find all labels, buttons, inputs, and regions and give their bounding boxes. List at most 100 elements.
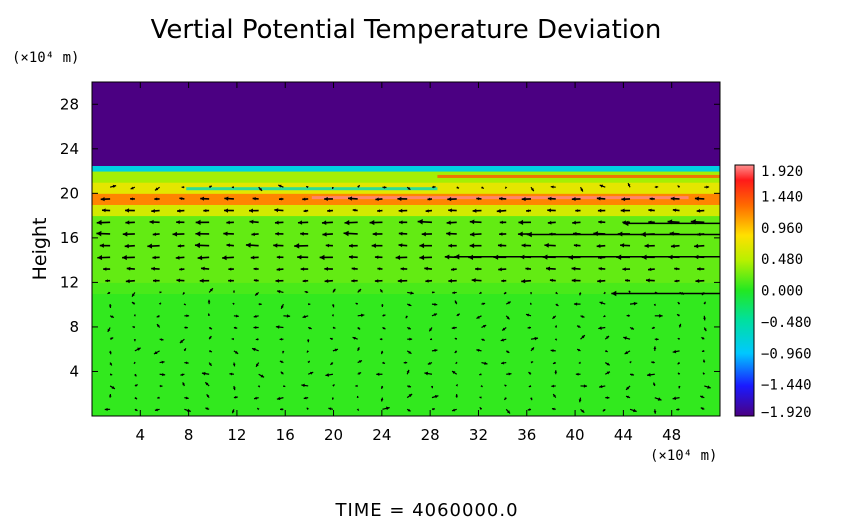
wind-arrow: [306, 350, 310, 353]
wind-arrow: [611, 290, 720, 297]
wind-arrow: [199, 278, 210, 283]
wind-arrow: [274, 220, 284, 225]
wind-arrow: [224, 196, 234, 201]
x-tick-label: 20: [324, 426, 343, 444]
wind-arrow: [654, 313, 663, 318]
wind-arrow: [305, 185, 309, 189]
wind-arrow: [303, 396, 309, 400]
wind-arrow: [521, 196, 532, 202]
wind-arrow: [406, 393, 413, 399]
wind-arrow: [125, 208, 135, 213]
wind-arrow: [205, 407, 210, 411]
wind-arrow: [481, 324, 487, 329]
wind-arrow: [678, 323, 682, 328]
wind-arrow: [521, 278, 532, 284]
wind-arrow: [222, 255, 234, 261]
wind-arrow: [602, 408, 606, 412]
wind-arrow: [107, 327, 111, 333]
y-tick-label: 28: [60, 95, 79, 113]
wind-arrow: [694, 243, 705, 249]
wind-arrow: [521, 243, 532, 248]
wind-arrow: [419, 255, 432, 261]
wind-arrow: [653, 382, 656, 387]
wind-arrow: [677, 337, 681, 341]
wind-arrow: [255, 362, 260, 368]
wind-arrow: [351, 267, 358, 271]
wind-arrow: [206, 394, 210, 398]
wind-arrow: [597, 279, 606, 284]
wind-arrow: [297, 254, 309, 260]
x-tick-label: 28: [421, 426, 440, 444]
wind-arrow: [419, 243, 432, 249]
wind-arrow: [344, 220, 358, 226]
wind-arrow: [406, 303, 412, 307]
wind-arrow: [152, 255, 160, 260]
wind-arrow: [133, 339, 136, 342]
wind-arrow: [134, 347, 141, 352]
wind-arrow: [471, 278, 482, 283]
wind-arrow: [629, 361, 632, 364]
wind-arrow: [231, 186, 234, 189]
wind-vectors: [96, 182, 720, 414]
wind-arrow: [547, 196, 556, 201]
wind-arrow: [552, 315, 557, 320]
wind-arrow: [481, 338, 485, 341]
wind-arrow: [256, 407, 260, 411]
wind-arrow: [501, 279, 507, 283]
wind-arrow: [504, 384, 507, 387]
wind-arrow: [327, 209, 333, 213]
wind-arrow: [204, 381, 210, 387]
wind-arrow: [704, 185, 710, 189]
x-tick-label: 36: [517, 426, 536, 444]
wind-arrow: [603, 291, 607, 295]
wind-arrow: [549, 278, 556, 283]
wind-arrow: [245, 242, 259, 248]
wind-arrow: [530, 397, 533, 401]
wind-arrow: [208, 335, 212, 340]
wind-arrow: [481, 361, 488, 365]
y-tick-label: 20: [60, 184, 79, 202]
wind-arrow: [454, 300, 458, 305]
wind-arrow: [654, 185, 659, 189]
wind-arrow: [527, 326, 532, 329]
wind-arrow: [699, 395, 705, 399]
wind-arrow: [405, 315, 408, 319]
wind-arrow: [450, 267, 457, 271]
x-ticks: 4 8 12 16 20 24 28 32 36 40 44 48: [136, 82, 681, 444]
wind-arrow: [177, 244, 185, 248]
wind-arrow: [233, 350, 239, 355]
wind-arrow: [283, 314, 291, 318]
wind-arrow: [598, 266, 606, 271]
wind-arrow: [653, 346, 657, 351]
wind-arrow: [278, 197, 284, 201]
wind-arrow: [651, 361, 655, 364]
wind-arrow: [644, 243, 655, 249]
wind-arrow: [580, 315, 585, 318]
wind-arrow: [382, 406, 390, 411]
wind-arrow: [455, 384, 458, 387]
wind-arrow: [351, 279, 358, 283]
wind-arrow: [382, 361, 386, 365]
wind-arrow: [578, 397, 582, 403]
x-tick-label: 16: [276, 426, 295, 444]
wind-arrow: [331, 186, 335, 190]
wind-arrow: [398, 220, 408, 225]
wind-arrow: [232, 302, 235, 306]
wind-arrow: [276, 289, 284, 294]
wind-arrow: [124, 243, 135, 249]
wind-arrow: [131, 292, 136, 297]
wind-arrow: [406, 408, 411, 412]
wind-arrow: [297, 220, 309, 225]
field-layer: [92, 282, 720, 295]
x-tick-label: 24: [372, 426, 391, 444]
wind-arrow: [550, 349, 556, 353]
wind-arrow: [452, 291, 457, 295]
wind-arrow: [456, 313, 461, 317]
wind-arrow: [672, 396, 680, 401]
wind-arrow: [701, 349, 705, 353]
colorbar-label: 1.440: [761, 189, 803, 205]
wind-arrow: [194, 242, 210, 249]
wind-arrow: [398, 243, 408, 248]
wind-arrow: [573, 302, 581, 306]
wind-arrow: [329, 337, 334, 341]
